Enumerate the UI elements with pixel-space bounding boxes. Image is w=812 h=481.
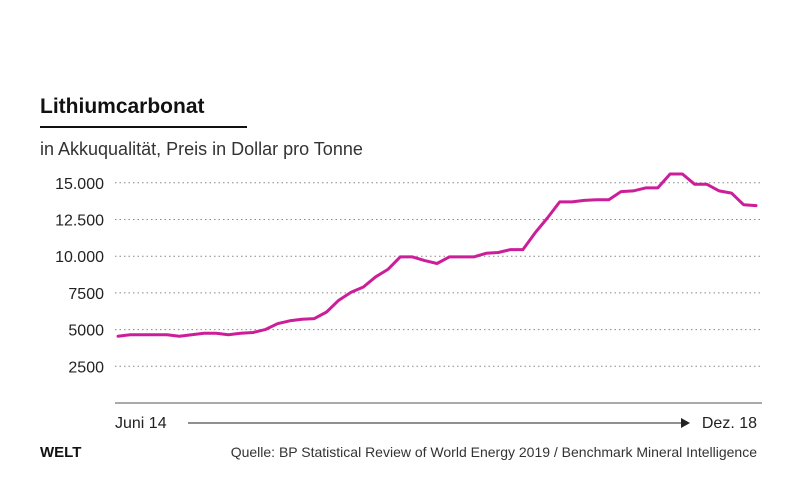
y-axis-ticks: 15.000 12.500 10.000 7500 5000 2500 <box>55 176 104 376</box>
welt-logo: WELT <box>40 444 81 461</box>
source-note: Quelle: BP Statistical Review of World E… <box>231 444 758 460</box>
time-arrow-head <box>681 418 690 428</box>
chart-subtitle: in Akkuqualität, Preis in Dollar pro Ton… <box>40 139 363 159</box>
x-axis-start-label: Juni 14 <box>115 415 167 432</box>
y-tick-label: 10.000 <box>55 249 104 266</box>
x-axis-end-label: Dez. 18 <box>702 415 757 432</box>
y-tick-label: 2500 <box>68 359 104 376</box>
grid <box>115 182 762 367</box>
y-tick-label: 15.000 <box>55 176 104 193</box>
y-tick-label: 7500 <box>68 286 104 303</box>
y-tick-label: 12.500 <box>55 213 104 230</box>
chart-title: Lithiumcarbonat <box>40 95 205 118</box>
y-tick-label: 5000 <box>68 323 104 340</box>
series-line <box>116 172 758 338</box>
